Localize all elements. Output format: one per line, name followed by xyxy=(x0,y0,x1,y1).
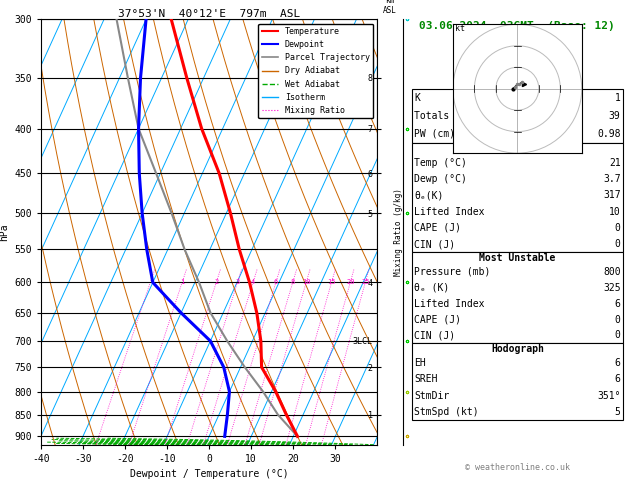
Text: Most Unstable: Most Unstable xyxy=(479,253,555,263)
Text: Mixing Ratio (g/kg): Mixing Ratio (g/kg) xyxy=(394,188,403,276)
Text: 4: 4 xyxy=(251,279,255,285)
Text: CAPE (J): CAPE (J) xyxy=(414,223,461,233)
Text: SREH: SREH xyxy=(414,375,438,384)
Text: 8: 8 xyxy=(291,279,295,285)
Text: K: K xyxy=(414,93,420,103)
Text: CAPE (J): CAPE (J) xyxy=(414,314,461,325)
X-axis label: Dewpoint / Temperature (°C): Dewpoint / Temperature (°C) xyxy=(130,469,289,479)
Text: 2: 2 xyxy=(214,279,218,285)
Text: Lifted Index: Lifted Index xyxy=(414,299,484,309)
Text: Pressure (mb): Pressure (mb) xyxy=(414,267,491,277)
Text: Totals Totals: Totals Totals xyxy=(414,111,491,121)
Text: 15: 15 xyxy=(327,279,336,285)
Text: km
ASL: km ASL xyxy=(383,0,397,15)
Text: 325: 325 xyxy=(603,283,621,293)
Text: StmDir: StmDir xyxy=(414,391,449,401)
Text: 20: 20 xyxy=(346,279,355,285)
Text: 1: 1 xyxy=(180,279,184,285)
Text: 351°: 351° xyxy=(597,391,621,401)
Text: 5: 5 xyxy=(615,407,621,417)
Title: 37°53'N  40°12'E  797m  ASL: 37°53'N 40°12'E 797m ASL xyxy=(118,9,300,18)
Text: © weatheronline.co.uk: © weatheronline.co.uk xyxy=(465,463,570,471)
Text: 25: 25 xyxy=(361,279,369,285)
Text: CIN (J): CIN (J) xyxy=(414,330,455,340)
Bar xyxy=(412,343,623,420)
Text: 21: 21 xyxy=(609,157,621,168)
Y-axis label: hPa: hPa xyxy=(0,223,9,241)
Text: 6: 6 xyxy=(274,279,278,285)
Text: 03.06.2024  03GMT  (Base: 12): 03.06.2024 03GMT (Base: 12) xyxy=(420,21,615,32)
Text: 10: 10 xyxy=(302,279,310,285)
Text: θₑ(K): θₑ(K) xyxy=(414,190,443,200)
Text: CIN (J): CIN (J) xyxy=(414,239,455,249)
Bar xyxy=(412,143,623,252)
Text: 6: 6 xyxy=(615,358,621,368)
Text: kt: kt xyxy=(455,24,465,33)
Text: Lifted Index: Lifted Index xyxy=(414,207,484,216)
Text: 1: 1 xyxy=(615,93,621,103)
Text: 800: 800 xyxy=(603,267,621,277)
Text: 317: 317 xyxy=(603,190,621,200)
Text: 0: 0 xyxy=(615,223,621,233)
Bar xyxy=(412,252,623,343)
Text: 39: 39 xyxy=(609,111,621,121)
Text: 0: 0 xyxy=(615,330,621,340)
Text: 0: 0 xyxy=(615,239,621,249)
Text: Hodograph: Hodograph xyxy=(491,344,544,354)
Text: StmSpd (kt): StmSpd (kt) xyxy=(414,407,479,417)
Bar xyxy=(412,89,623,143)
Text: EH: EH xyxy=(414,358,426,368)
Text: 6: 6 xyxy=(615,375,621,384)
Text: 10: 10 xyxy=(609,207,621,216)
Text: 0: 0 xyxy=(615,314,621,325)
Text: PW (cm): PW (cm) xyxy=(414,129,455,139)
Text: 3: 3 xyxy=(235,279,240,285)
Text: Temp (°C): Temp (°C) xyxy=(414,157,467,168)
Text: θₑ (K): θₑ (K) xyxy=(414,283,449,293)
Text: 6: 6 xyxy=(615,299,621,309)
Text: Surface: Surface xyxy=(497,143,538,154)
Text: 3.7: 3.7 xyxy=(603,174,621,184)
Text: Dewp (°C): Dewp (°C) xyxy=(414,174,467,184)
Text: 0.98: 0.98 xyxy=(597,129,621,139)
Legend: Temperature, Dewpoint, Parcel Trajectory, Dry Adiabat, Wet Adiabat, Isotherm, Mi: Temperature, Dewpoint, Parcel Trajectory… xyxy=(259,24,373,118)
